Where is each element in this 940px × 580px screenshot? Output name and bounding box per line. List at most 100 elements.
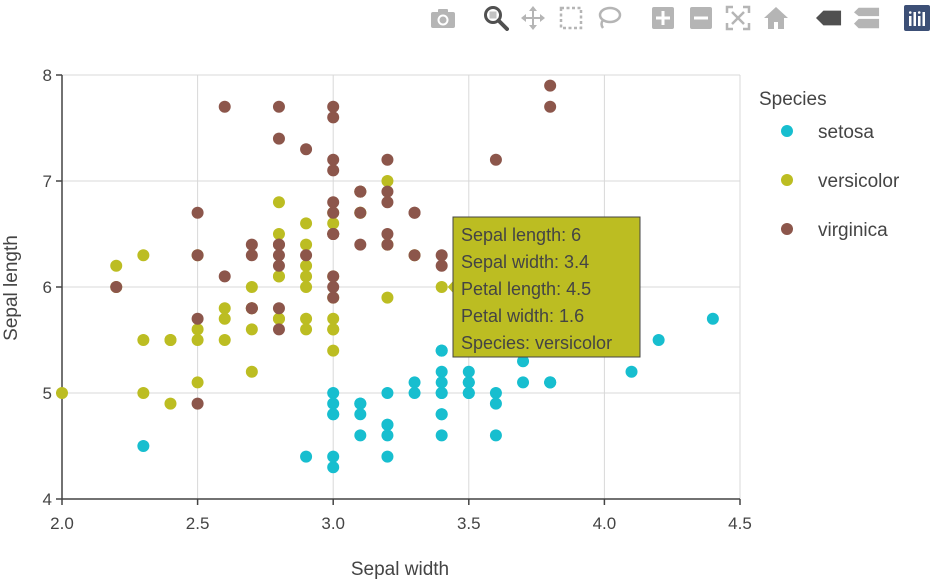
- data-point-setosa[interactable]: [354, 429, 367, 442]
- data-point-virginica[interactable]: [245, 238, 258, 251]
- data-point-versicolor[interactable]: [327, 323, 340, 336]
- data-point-setosa[interactable]: [435, 429, 448, 442]
- data-point-virginica[interactable]: [272, 238, 285, 251]
- data-point-virginica[interactable]: [272, 249, 285, 262]
- data-point-virginica[interactable]: [110, 281, 123, 293]
- data-point-versicolor[interactable]: [218, 312, 231, 325]
- data-point-virginica[interactable]: [327, 270, 340, 283]
- data-point-virginica[interactable]: [381, 238, 394, 251]
- data-point-versicolor[interactable]: [137, 387, 150, 399]
- data-point-setosa[interactable]: [462, 376, 475, 389]
- data-point-versicolor[interactable]: [137, 334, 150, 346]
- data-point-versicolor[interactable]: [191, 334, 204, 346]
- data-point-virginica[interactable]: [191, 397, 204, 410]
- data-point-versicolor[interactable]: [300, 323, 313, 336]
- data-point-virginica[interactable]: [272, 302, 285, 315]
- zoom-icon[interactable]: [483, 4, 509, 32]
- series-virginica[interactable]: [110, 79, 557, 410]
- data-point-virginica[interactable]: [354, 206, 367, 219]
- data-point-setosa[interactable]: [327, 461, 340, 474]
- data-point-virginica[interactable]: [327, 111, 340, 124]
- data-point-setosa[interactable]: [327, 387, 340, 399]
- data-point-virginica[interactable]: [381, 153, 394, 166]
- data-point-versicolor[interactable]: [300, 270, 313, 283]
- data-point-setosa[interactable]: [381, 387, 394, 399]
- data-point-setosa[interactable]: [517, 376, 530, 389]
- data-point-setosa[interactable]: [462, 387, 475, 399]
- data-point-versicolor[interactable]: [164, 334, 177, 346]
- data-point-versicolor[interactable]: [56, 387, 68, 399]
- data-point-setosa[interactable]: [706, 312, 719, 325]
- data-point-virginica[interactable]: [327, 196, 340, 209]
- data-point-setosa[interactable]: [435, 365, 448, 378]
- data-point-setosa[interactable]: [327, 450, 340, 463]
- data-point-versicolor[interactable]: [245, 281, 258, 293]
- data-point-virginica[interactable]: [191, 312, 204, 325]
- data-point-versicolor[interactable]: [435, 281, 448, 293]
- data-point-setosa[interactable]: [381, 429, 394, 442]
- data-point-versicolor[interactable]: [218, 334, 231, 346]
- spike-lines-icon[interactable]: [816, 4, 842, 32]
- data-point-virginica[interactable]: [218, 100, 231, 113]
- data-point-virginica[interactable]: [381, 228, 394, 240]
- data-point-versicolor[interactable]: [300, 238, 313, 251]
- data-point-virginica[interactable]: [544, 100, 557, 113]
- data-point-setosa[interactable]: [408, 376, 421, 389]
- data-point-setosa[interactable]: [435, 387, 448, 399]
- data-point-versicolor[interactable]: [137, 249, 150, 262]
- data-point-setosa[interactable]: [327, 397, 340, 410]
- data-point-virginica[interactable]: [327, 291, 340, 304]
- data-point-virginica[interactable]: [191, 249, 204, 262]
- data-point-versicolor[interactable]: [110, 259, 123, 272]
- data-point-virginica[interactable]: [327, 100, 340, 113]
- data-point-virginica[interactable]: [218, 270, 231, 283]
- legend-item-versicolor[interactable]: versicolor: [781, 171, 900, 192]
- legend-item-virginica[interactable]: virginica: [781, 220, 888, 241]
- zoom-out-icon[interactable]: [688, 4, 714, 32]
- data-point-virginica[interactable]: [272, 259, 285, 272]
- data-point-setosa[interactable]: [354, 397, 367, 410]
- legend-item-setosa[interactable]: setosa: [781, 122, 874, 143]
- data-point-versicolor[interactable]: [191, 376, 204, 389]
- data-point-virginica[interactable]: [381, 196, 394, 209]
- compare-hover-icon[interactable]: [854, 4, 880, 32]
- data-point-setosa[interactable]: [517, 355, 530, 368]
- data-point-setosa[interactable]: [137, 440, 150, 452]
- pan-icon[interactable]: [520, 4, 546, 32]
- data-point-setosa[interactable]: [381, 418, 394, 431]
- data-point-virginica[interactable]: [245, 249, 258, 262]
- camera-icon[interactable]: [430, 4, 456, 32]
- data-point-virginica[interactable]: [327, 206, 340, 219]
- data-point-versicolor[interactable]: [218, 302, 231, 315]
- data-point-virginica[interactable]: [435, 249, 448, 262]
- data-point-versicolor[interactable]: [300, 259, 313, 272]
- data-point-versicolor[interactable]: [327, 217, 340, 230]
- data-point-virginica[interactable]: [408, 249, 421, 262]
- data-point-virginica[interactable]: [489, 153, 502, 166]
- data-point-setosa[interactable]: [489, 397, 502, 410]
- data-point-virginica[interactable]: [191, 206, 204, 219]
- data-point-setosa[interactable]: [354, 408, 367, 421]
- data-points[interactable]: [56, 79, 719, 474]
- data-point-versicolor[interactable]: [245, 323, 258, 336]
- data-point-virginica[interactable]: [354, 185, 367, 198]
- autoscale-icon[interactable]: [725, 4, 751, 32]
- data-point-versicolor[interactable]: [300, 217, 313, 230]
- zoom-in-icon[interactable]: [650, 4, 676, 32]
- data-point-setosa[interactable]: [435, 408, 448, 421]
- data-point-setosa[interactable]: [300, 450, 313, 463]
- data-point-virginica[interactable]: [381, 185, 394, 198]
- data-point-versicolor[interactable]: [327, 312, 340, 325]
- data-point-virginica[interactable]: [327, 228, 340, 240]
- plotly-logo-icon[interactable]: [904, 4, 930, 32]
- data-point-versicolor[interactable]: [191, 323, 204, 336]
- data-point-virginica[interactable]: [300, 249, 313, 262]
- data-point-virginica[interactable]: [544, 79, 557, 92]
- data-point-virginica[interactable]: [354, 238, 367, 251]
- data-point-virginica[interactable]: [272, 132, 285, 145]
- data-point-versicolor[interactable]: [272, 228, 285, 240]
- data-point-virginica[interactable]: [327, 281, 340, 293]
- data-point-versicolor[interactable]: [300, 281, 313, 293]
- data-point-setosa[interactable]: [489, 429, 502, 442]
- data-point-setosa[interactable]: [435, 376, 448, 389]
